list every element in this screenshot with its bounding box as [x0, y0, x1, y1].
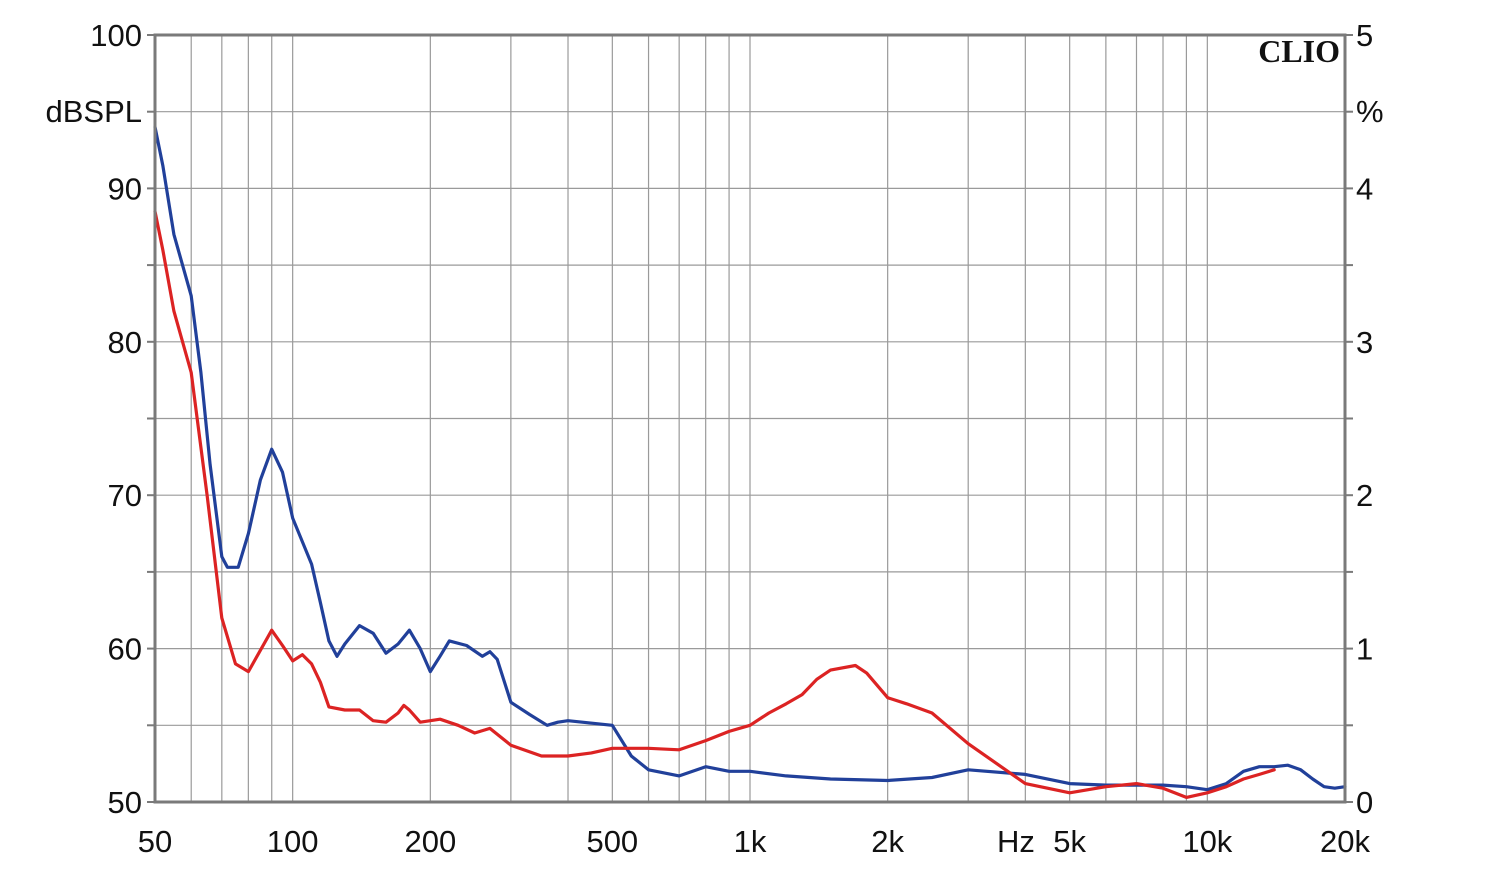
x-tick-label: 2k [871, 824, 904, 859]
clio-logo-text: CLIO [1258, 33, 1340, 69]
y-tick-label-right: 2 [1356, 478, 1373, 513]
y-tick-label-right: 1 [1356, 632, 1373, 667]
x-tick-label: 20k [1320, 824, 1370, 859]
y-tick-label-left: 60 [108, 632, 142, 667]
x-tick-label: 100 [267, 824, 319, 859]
y-tick-label-left: 80 [108, 325, 142, 360]
series-layer [153, 125, 1347, 799]
x-axis-label: Hz [997, 824, 1035, 859]
y-tick-label-right: 0 [1356, 785, 1373, 820]
y-axis-left-label: dBSPL [45, 94, 142, 129]
x-tick-label: 500 [586, 824, 638, 859]
y-tick-label-left: 100 [90, 18, 142, 53]
grid-lines [155, 35, 1345, 802]
y-tick-label-right: 5 [1356, 18, 1373, 53]
y-tick-label-right: 4 [1356, 171, 1373, 206]
y-tick-label-left: 50 [108, 785, 142, 820]
x-tick-label: 1k [734, 824, 767, 859]
series-line-2 [153, 209, 1276, 799]
x-tick-label: 50 [138, 824, 172, 859]
y-axis-right-label: % [1356, 94, 1384, 129]
axis-labels: dBSPL % Hz CLIO 100 90 80 70 60 50 5 4 3 2 1 0 50 100… [45, 18, 1383, 859]
y-tick-label-left: 70 [108, 478, 142, 513]
y-tick-label-right: 3 [1356, 325, 1373, 360]
x-tick-label: 200 [404, 824, 456, 859]
x-tick-label: 10k [1182, 824, 1232, 859]
x-tick-label: 5k [1053, 824, 1086, 859]
series-line-1 [153, 125, 1347, 792]
y-tick-label-left: 90 [108, 171, 142, 206]
plot-frame [147, 33, 1353, 804]
